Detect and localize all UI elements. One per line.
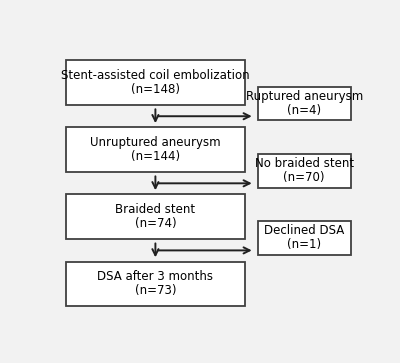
Text: (n=70): (n=70): [284, 171, 325, 184]
Text: Braided stent: Braided stent: [115, 203, 196, 216]
Text: No braided stent: No braided stent: [255, 157, 354, 170]
Text: (n=74): (n=74): [134, 217, 176, 231]
Bar: [66, 195, 245, 239]
Bar: [258, 221, 351, 254]
Text: Unruptured aneurysm: Unruptured aneurysm: [90, 136, 221, 149]
Text: Ruptured aneurysm: Ruptured aneurysm: [246, 90, 363, 103]
Text: (n=144): (n=144): [131, 150, 180, 163]
Text: (n=1): (n=1): [287, 238, 321, 251]
Text: DSA after 3 months: DSA after 3 months: [97, 270, 214, 284]
Bar: [66, 262, 245, 306]
Text: Declined DSA: Declined DSA: [264, 224, 344, 237]
Text: (n=4): (n=4): [287, 104, 321, 117]
Bar: [258, 154, 351, 188]
Bar: [66, 127, 245, 172]
Bar: [258, 87, 351, 121]
Bar: [66, 60, 245, 105]
Text: Stent-assisted coil embolization: Stent-assisted coil embolization: [61, 69, 250, 82]
Text: (n=148): (n=148): [131, 83, 180, 96]
Text: (n=73): (n=73): [135, 285, 176, 297]
